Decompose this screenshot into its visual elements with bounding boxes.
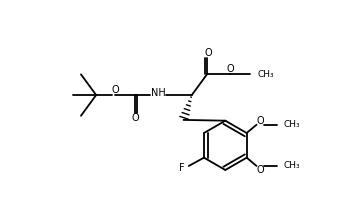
Text: O: O: [112, 85, 119, 95]
Text: CH₃: CH₃: [284, 120, 301, 129]
Text: O: O: [132, 113, 139, 123]
Text: O: O: [227, 64, 234, 74]
Text: O: O: [257, 116, 264, 126]
Text: CH₃: CH₃: [284, 161, 301, 170]
Text: O: O: [257, 165, 264, 175]
Text: F: F: [179, 163, 185, 173]
Text: O: O: [204, 48, 212, 58]
Text: CH₃: CH₃: [258, 70, 274, 79]
Text: NH: NH: [151, 88, 166, 98]
